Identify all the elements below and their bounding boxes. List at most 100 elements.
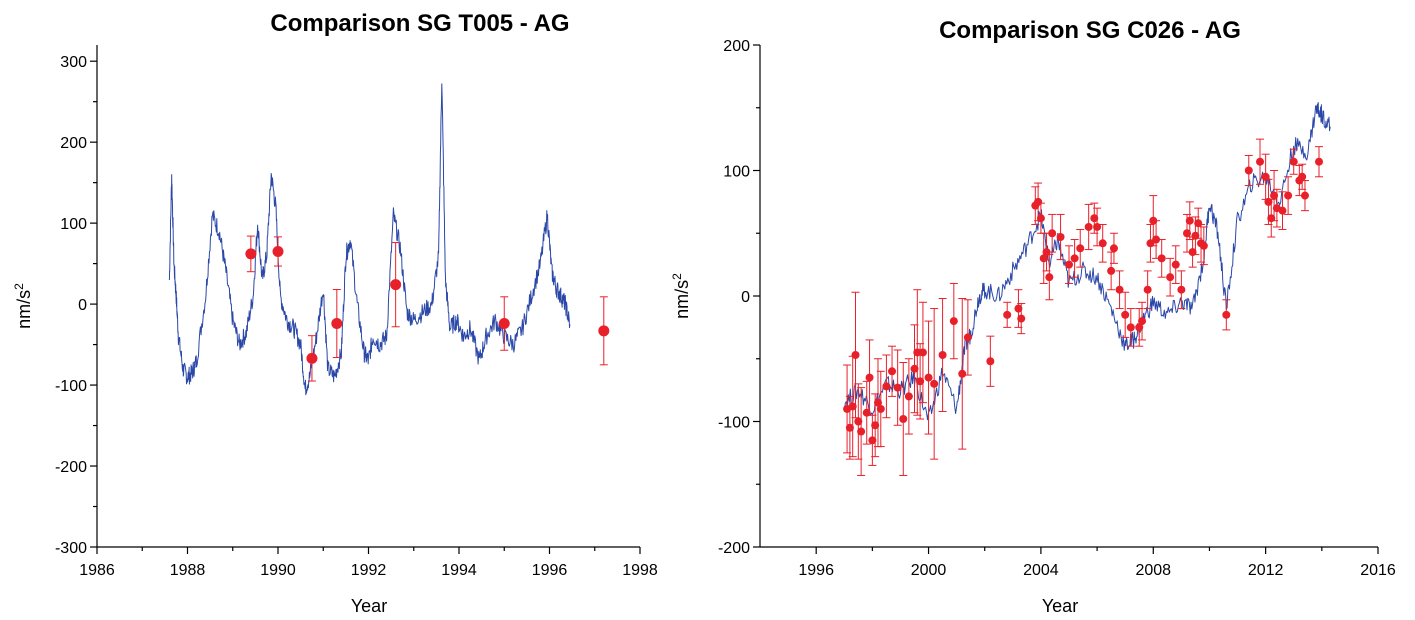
chart-right-ag-marker	[924, 373, 933, 382]
chart-right-ag-marker	[913, 348, 922, 357]
chart-right-ag-marker	[1244, 166, 1253, 175]
chart-left-ag-point	[245, 235, 257, 273]
chart-right-ag-marker	[1065, 260, 1073, 269]
chart-right-ag-point	[986, 335, 995, 387]
chart-right-ag-marker	[868, 436, 877, 445]
chart-right-ag-marker	[1017, 314, 1026, 323]
chart-right-ag-marker	[1188, 248, 1197, 257]
chart-right-ag-marker	[882, 382, 891, 391]
chart-right-ag-point	[1048, 213, 1057, 253]
chart-right-y-tick-label: 100	[723, 164, 750, 181]
chart-left-x-tick-label: 1998	[622, 562, 658, 579]
chart-right-ag-marker	[1048, 229, 1057, 238]
chart-right-ag-point	[1278, 191, 1287, 230]
chart-right-ag-point	[1267, 198, 1276, 238]
chart-left-plot-area	[168, 83, 610, 396]
chart-right-ag-marker	[1194, 219, 1203, 228]
chart-left-y-tick-label: -300	[55, 540, 87, 557]
chart-right-ag-marker	[1014, 304, 1023, 313]
chart-right-x-tick-label: 2012	[1248, 562, 1284, 579]
chart-right-ag-point	[1199, 226, 1208, 266]
chart-right-ag-point	[963, 299, 972, 376]
chart-right-ag-point	[857, 387, 866, 476]
chart-right-ylabel: nm/s2	[670, 273, 692, 319]
chart-right-ag-marker	[958, 369, 967, 378]
chart-left-sg-series-line	[168, 83, 571, 396]
chart-right-x-tick-label: 2016	[1360, 562, 1396, 579]
chart-right-y-tick-label: 0	[741, 289, 750, 306]
chart-right-ag-point	[882, 354, 891, 419]
chart-right-ag-point	[1222, 299, 1231, 331]
chart-right-ag-marker	[949, 317, 958, 326]
chart-right-ag-marker	[1138, 317, 1147, 326]
chart-right-ag-marker	[986, 357, 995, 366]
chart-left-x-tick-label: 1990	[260, 562, 296, 579]
chart-right-ag-marker	[851, 350, 860, 359]
chart-right-ag-point	[1289, 148, 1298, 175]
chart-right-ag-point	[1152, 220, 1161, 259]
chart-left-y-tick-label: 300	[60, 54, 87, 71]
chart-left-y-tick-label: 200	[60, 135, 87, 152]
chart-right-ag-point	[1177, 270, 1186, 310]
chart-right-ag-point	[1270, 170, 1279, 222]
chart-left-ag-marker	[331, 318, 343, 330]
chart-right-x-tick-label: 2008	[1135, 562, 1171, 579]
chart-left-y-tick-label: 0	[78, 297, 87, 314]
chart-left-y-tick-label: 100	[60, 216, 87, 233]
chart-left-axes: 1986 1988 1990 1992 1994 1996 1998 -300 -200 -100…	[55, 45, 658, 579]
chart-right-ag-marker	[1166, 273, 1175, 282]
chart-right-ag-point	[918, 301, 927, 404]
chart-right-ag-point	[1166, 257, 1175, 297]
chart-left-x-tick-label: 1992	[351, 562, 387, 579]
chart-right-ag-marker	[963, 333, 972, 342]
chart-right-title: Comparison SG C026 - AG	[939, 17, 1241, 44]
chart-right-ag-marker	[1036, 214, 1045, 223]
chart-right-ag-point	[910, 324, 919, 414]
chart-right-ag-point	[949, 282, 958, 360]
chart-right-ag-marker	[910, 364, 919, 373]
chart-right-ag-point	[1121, 291, 1130, 338]
chart-right-ag-point	[1298, 163, 1307, 190]
chart-right-ag-point	[899, 362, 908, 476]
chart-right-y-tick-label: -200	[718, 540, 750, 557]
chart-right-ag-marker	[1298, 172, 1307, 181]
chart-right-ag-point	[1003, 301, 1012, 328]
chart-right-ag-marker	[893, 383, 902, 392]
chart-right-ag-marker	[899, 414, 908, 423]
chart-right-ag-marker	[1093, 222, 1102, 231]
chart-right-ag-point	[854, 383, 863, 460]
chart-right-ag-marker	[857, 427, 866, 436]
chart-left-xlabel: Year	[351, 596, 387, 616]
chart-right-ag-marker	[1157, 254, 1166, 263]
chart-right-ag-marker	[904, 392, 913, 401]
chart-right-ag-marker	[1315, 157, 1324, 166]
chart-left-ylabel-base: nm/s	[14, 290, 34, 329]
chart-right-ag-marker	[873, 398, 882, 407]
chart-right-ag-marker	[1222, 310, 1231, 319]
chart-right-ylabel-sup: 2	[670, 273, 684, 280]
chart-right-ag-marker	[1182, 229, 1191, 238]
chart-right-ag-marker	[918, 348, 927, 357]
chart-right-ag-marker	[938, 350, 947, 359]
chart-right-ag-marker	[845, 423, 854, 432]
chart-right-ag-point	[1143, 270, 1152, 310]
chart-right-ag-point	[1194, 207, 1203, 239]
chart-left-x-tick-label: 1988	[170, 562, 206, 579]
chart-right-ag-marker	[1109, 244, 1118, 253]
chart-left-ag-marker	[245, 248, 257, 260]
chart-right-ag-marker	[1070, 254, 1079, 263]
chart-right-ag-point	[1045, 254, 1054, 301]
chart-right-ag-marker	[1267, 214, 1276, 223]
chart-right-ag-point	[1126, 308, 1135, 347]
chart-right-ag-point	[1065, 245, 1073, 284]
chart-right-ag-point	[1017, 303, 1026, 335]
chart-right-ag-marker	[1300, 191, 1309, 200]
chart-right-ag-marker	[1146, 239, 1155, 248]
chart-right-ag-point	[1042, 232, 1051, 272]
chart-right-ag-marker	[865, 373, 874, 382]
chart-left-ylabel-sup: 2	[12, 283, 26, 290]
chart-left-x-tick-label: 1986	[79, 562, 115, 579]
chart-right-ag-marker	[1121, 310, 1130, 319]
chart-right-y-tick-label: 200	[723, 38, 750, 55]
